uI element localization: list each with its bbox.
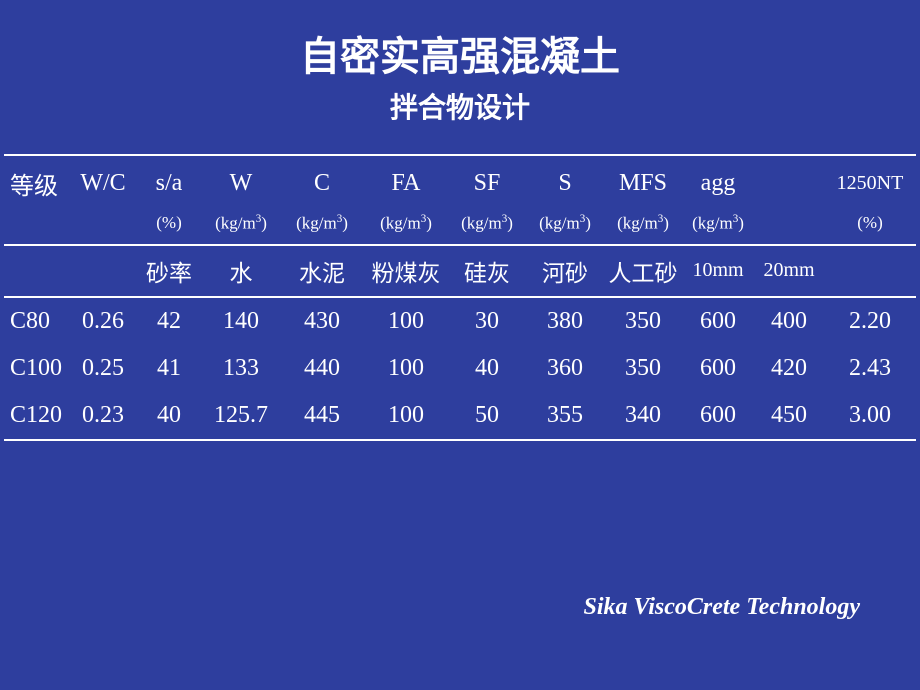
header1-cell: FA <box>364 155 448 201</box>
data-cell: 30 <box>448 297 526 345</box>
data-cell: 350 <box>604 297 682 345</box>
header1-cell: W/C <box>70 155 136 201</box>
slide: 自密实高强混凝土 拌合物设计 等级W/Cs/aWCFASFSMFSagg 1250… <box>0 0 920 690</box>
header3-cell: 硅灰 <box>448 245 526 297</box>
data-cell: C120 <box>4 392 70 440</box>
header1-cell: SF <box>448 155 526 201</box>
data-cell: 450 <box>754 392 824 440</box>
header1-cell: W <box>202 155 280 201</box>
data-cell: 42 <box>136 297 202 345</box>
data-cell: 125.7 <box>202 392 280 440</box>
header1-cell: C <box>280 155 364 201</box>
header2-cell: (kg/m3) <box>202 201 280 245</box>
data-cell: 100 <box>364 297 448 345</box>
header2-cell: (kg/m3) <box>604 201 682 245</box>
data-cell: 350 <box>604 345 682 392</box>
data-cell: 2.43 <box>824 345 916 392</box>
data-cell: 0.25 <box>70 345 136 392</box>
header3-cell: 20mm <box>754 245 824 297</box>
header1-cell: 等级 <box>4 155 70 201</box>
data-cell: 40 <box>136 392 202 440</box>
header3-cell: 砂率 <box>136 245 202 297</box>
header3-cell: 人工砂 <box>604 245 682 297</box>
header1-cell: S <box>526 155 604 201</box>
data-cell: 600 <box>682 345 754 392</box>
header3-cell <box>70 245 136 297</box>
data-cell: 340 <box>604 392 682 440</box>
header1-cell: 1250NT <box>824 155 916 201</box>
data-cell: 355 <box>526 392 604 440</box>
header1-cell <box>754 155 824 201</box>
data-cell: 140 <box>202 297 280 345</box>
header2-cell <box>754 201 824 245</box>
header3-cell: 水泥 <box>280 245 364 297</box>
data-cell: 40 <box>448 345 526 392</box>
data-cell: 50 <box>448 392 526 440</box>
header3-cell: 粉煤灰 <box>364 245 448 297</box>
header3-cell <box>4 245 70 297</box>
data-cell: 100 <box>364 345 448 392</box>
header2-cell: (kg/m3) <box>448 201 526 245</box>
data-cell: 600 <box>682 297 754 345</box>
header2-cell: (kg/m3) <box>526 201 604 245</box>
header-row-1: 等级W/Cs/aWCFASFSMFSagg 1250NT <box>4 155 916 201</box>
slide-title: 自密实高强混凝土 <box>0 24 920 82</box>
data-cell: 2.20 <box>824 297 916 345</box>
header3-cell: 河砂 <box>526 245 604 297</box>
data-cell: 400 <box>754 297 824 345</box>
data-cell: 360 <box>526 345 604 392</box>
data-cell: C100 <box>4 345 70 392</box>
data-cell: 3.00 <box>824 392 916 440</box>
header1-cell: agg <box>682 155 754 201</box>
data-cell: 440 <box>280 345 364 392</box>
data-cell: 0.23 <box>70 392 136 440</box>
header3-cell: 水 <box>202 245 280 297</box>
header1-cell: s/a <box>136 155 202 201</box>
header-row-3: 砂率水水泥粉煤灰硅灰河砂人工砂10mm20mm <box>4 245 916 297</box>
data-cell: 430 <box>280 297 364 345</box>
data-cell: 380 <box>526 297 604 345</box>
data-body: C800.2642140430100303803506004002.20C100… <box>4 297 916 440</box>
header-row-2: (%)(kg/m3)(kg/m3)(kg/m3)(kg/m3)(kg/m3)(k… <box>4 201 916 245</box>
data-cell: C80 <box>4 297 70 345</box>
footer-text: Sika ViscoCrete Technology <box>584 594 860 621</box>
header2-cell <box>4 201 70 245</box>
data-cell: 100 <box>364 392 448 440</box>
data-cell: 445 <box>280 392 364 440</box>
header2-cell: (kg/m3) <box>280 201 364 245</box>
header2-cell: (%) <box>136 201 202 245</box>
data-cell: 133 <box>202 345 280 392</box>
header2-cell: (%) <box>824 201 916 245</box>
header2-cell: (kg/m3) <box>364 201 448 245</box>
data-cell: 0.26 <box>70 297 136 345</box>
header3-cell <box>824 245 916 297</box>
header1-cell: MFS <box>604 155 682 201</box>
header3-cell: 10mm <box>682 245 754 297</box>
mix-design-table: 等级W/Cs/aWCFASFSMFSagg1250NT (%)(kg/m3)(k… <box>4 154 916 441</box>
table-row: C800.2642140430100303803506004002.20 <box>4 297 916 345</box>
data-cell: 600 <box>682 392 754 440</box>
slide-subtitle: 拌合物设计 <box>0 86 920 126</box>
header2-cell: (kg/m3) <box>682 201 754 245</box>
data-cell: 420 <box>754 345 824 392</box>
table-row: C1000.2541133440100403603506004202.43 <box>4 345 916 392</box>
header2-cell <box>70 201 136 245</box>
data-cell: 41 <box>136 345 202 392</box>
table-row: C1200.2340125.7445100503553406004503.00 <box>4 392 916 440</box>
